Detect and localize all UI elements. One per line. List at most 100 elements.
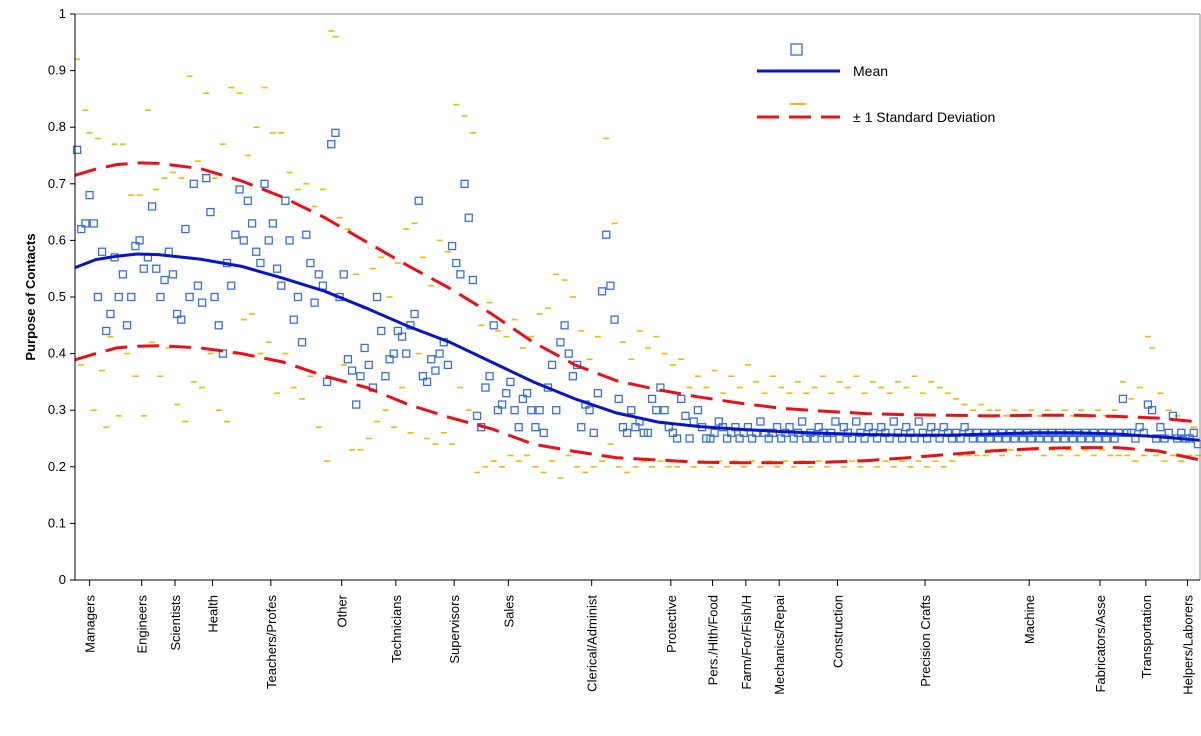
x-tick-label: Farm/For/Fish/H xyxy=(739,595,754,690)
legend-mean-label: Mean xyxy=(853,63,888,79)
data-point xyxy=(297,338,307,347)
data-point xyxy=(589,428,598,437)
x-tick-label: Machine xyxy=(1022,595,1037,644)
data-point xyxy=(1189,428,1198,437)
data-point xyxy=(593,389,603,398)
data-point xyxy=(552,406,561,415)
data-point xyxy=(547,360,557,370)
data-point xyxy=(302,230,311,239)
data-point xyxy=(318,281,328,290)
data-point xyxy=(389,349,398,358)
data-point xyxy=(481,383,490,392)
data-point xyxy=(802,434,811,443)
data-point xyxy=(652,406,661,415)
x-tick-label: Helpers/Laborers xyxy=(1181,595,1196,695)
data-point xyxy=(1068,434,1078,443)
data-point xyxy=(852,417,861,426)
data-point xyxy=(714,417,723,426)
data-point xyxy=(422,377,432,387)
data-point xyxy=(331,128,340,138)
data-point xyxy=(235,185,244,194)
data-point xyxy=(189,179,198,188)
data-point xyxy=(531,423,540,432)
data-point xyxy=(322,377,332,387)
data-point xyxy=(610,315,619,324)
data-point xyxy=(327,140,336,149)
data-point xyxy=(168,270,178,279)
x-tick-label: Technicians xyxy=(389,595,404,663)
data-point xyxy=(172,309,182,319)
data-point xyxy=(177,315,186,324)
data-point xyxy=(435,349,444,358)
data-point xyxy=(1018,434,1028,443)
data-point xyxy=(689,417,698,426)
data-point xyxy=(1043,434,1053,443)
data-point xyxy=(735,434,744,443)
data-point xyxy=(443,360,453,370)
data-point xyxy=(243,196,253,205)
data-point xyxy=(193,281,203,290)
x-tick-label: Supervisors xyxy=(447,595,462,664)
data-point xyxy=(93,292,103,302)
data-point xyxy=(518,394,528,404)
data-point xyxy=(289,315,298,324)
data-point xyxy=(560,321,569,330)
x-tick-label: Mechanics/Repai xyxy=(772,595,787,695)
data-point xyxy=(864,423,873,432)
x-tick-label: Precision Crafts xyxy=(918,595,933,687)
data-point xyxy=(839,423,848,432)
data-point xyxy=(685,434,694,443)
data-point xyxy=(306,258,315,268)
data-point xyxy=(643,428,653,437)
data-point xyxy=(1143,400,1153,409)
data-point xyxy=(939,423,948,432)
legend-square-marker xyxy=(790,43,803,56)
y-axis-title: Purpose of Contacts xyxy=(23,233,38,360)
data-point xyxy=(256,258,265,268)
data-point xyxy=(822,434,832,443)
y-tick-label: 0.9 xyxy=(48,63,66,78)
data-point xyxy=(85,190,94,200)
data-point xyxy=(452,258,461,268)
x-tick-label: Protective xyxy=(664,595,679,653)
data-point xyxy=(1085,434,1094,443)
data-point xyxy=(89,219,98,228)
x-tick-label: Construction xyxy=(831,595,846,668)
data-point xyxy=(702,434,711,443)
data-point xyxy=(668,428,678,437)
data-point xyxy=(360,343,369,353)
x-tick-label: Transportation xyxy=(1139,595,1154,678)
data-point xyxy=(131,241,140,251)
y-tick-label: 0.6 xyxy=(48,232,66,247)
data-point xyxy=(1118,394,1128,404)
data-point xyxy=(631,423,640,432)
y-tick-label: 0.5 xyxy=(48,289,66,304)
data-point xyxy=(810,434,819,443)
data-point xyxy=(1122,428,1132,437)
data-point xyxy=(264,236,273,245)
data-point xyxy=(185,292,194,302)
data-point xyxy=(160,275,169,285)
data-point xyxy=(1156,423,1165,432)
y-tick-label: 0.7 xyxy=(48,176,66,191)
data-point xyxy=(585,406,594,415)
data-point xyxy=(902,423,911,432)
data-point xyxy=(139,264,148,273)
data-point xyxy=(102,326,111,336)
data-point xyxy=(227,281,236,290)
data-point xyxy=(456,270,465,279)
data-point xyxy=(514,423,523,432)
axes-layer: 0 0.1 0.2 0.3 0.4 0.5 0.6 0.7 0.8 0.9 1 Managers Eng… xyxy=(23,6,1201,695)
data-point xyxy=(252,247,261,256)
data-point xyxy=(1027,434,1036,443)
data-point xyxy=(506,377,515,387)
data-point xyxy=(447,241,457,251)
data-point xyxy=(118,270,128,279)
data-point xyxy=(97,247,107,256)
data-point xyxy=(1035,434,1044,443)
data-point xyxy=(756,417,765,426)
x-tick-label: Teachers/Profes xyxy=(264,595,279,689)
data-point xyxy=(352,400,361,409)
data-point xyxy=(597,287,607,296)
